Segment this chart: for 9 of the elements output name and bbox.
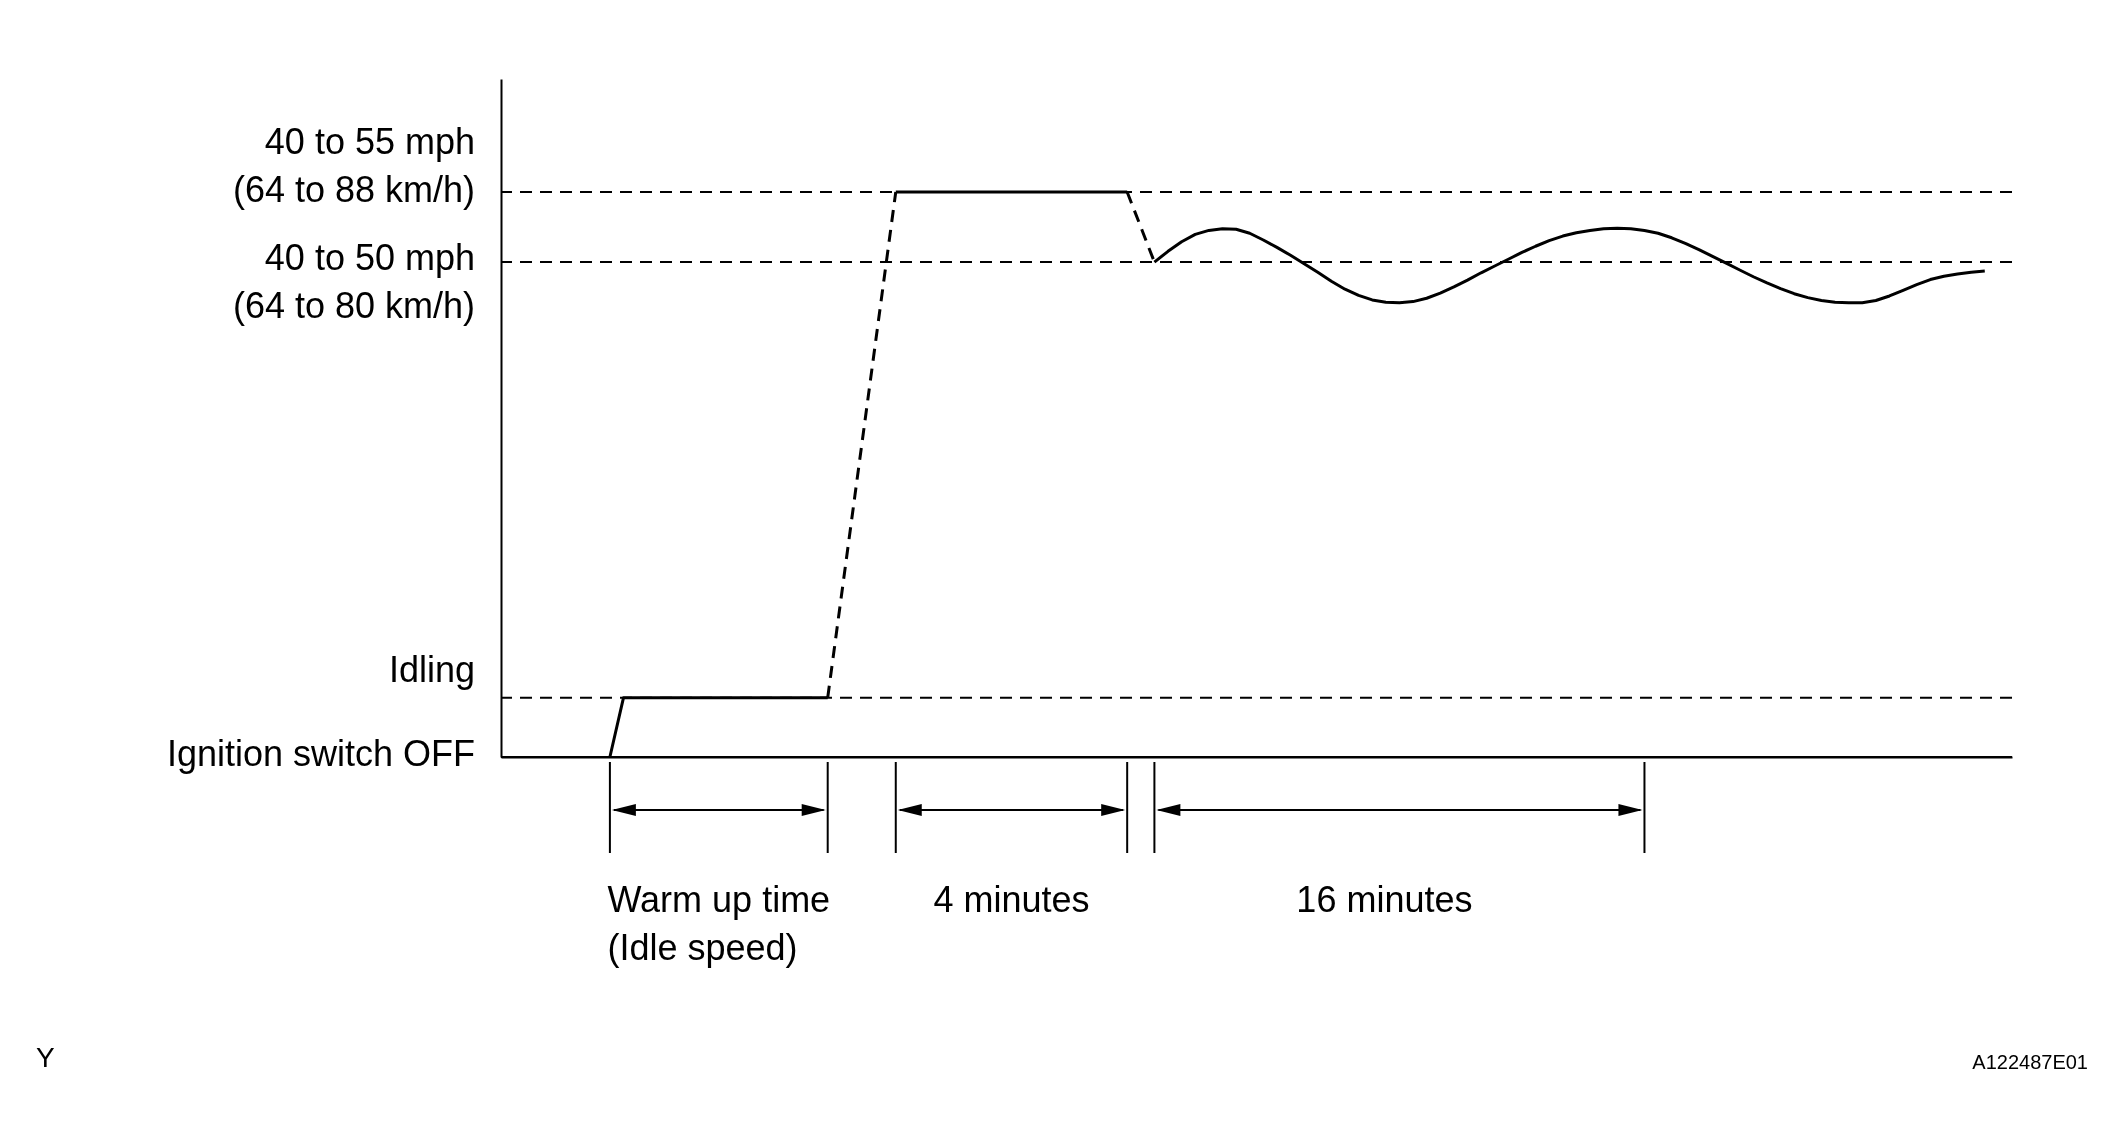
text: 4 minutes [933, 878, 1090, 922]
ref-line-label: Ignition switch OFF [166, 733, 475, 774]
ref-line-label: 40 to 55 mph (64 to 88 km/h) [232, 121, 475, 210]
ref-line-label: 40 to 50 mph (64 to 80 km/h) [232, 237, 475, 327]
text: Warm up time (Idle speed) [607, 878, 831, 970]
text: A122487E01 [1972, 1050, 2088, 1075]
text: Y [36, 1041, 55, 1075]
ref-line-label: Idling [388, 648, 475, 690]
text: 16 minutes [1296, 878, 1473, 922]
